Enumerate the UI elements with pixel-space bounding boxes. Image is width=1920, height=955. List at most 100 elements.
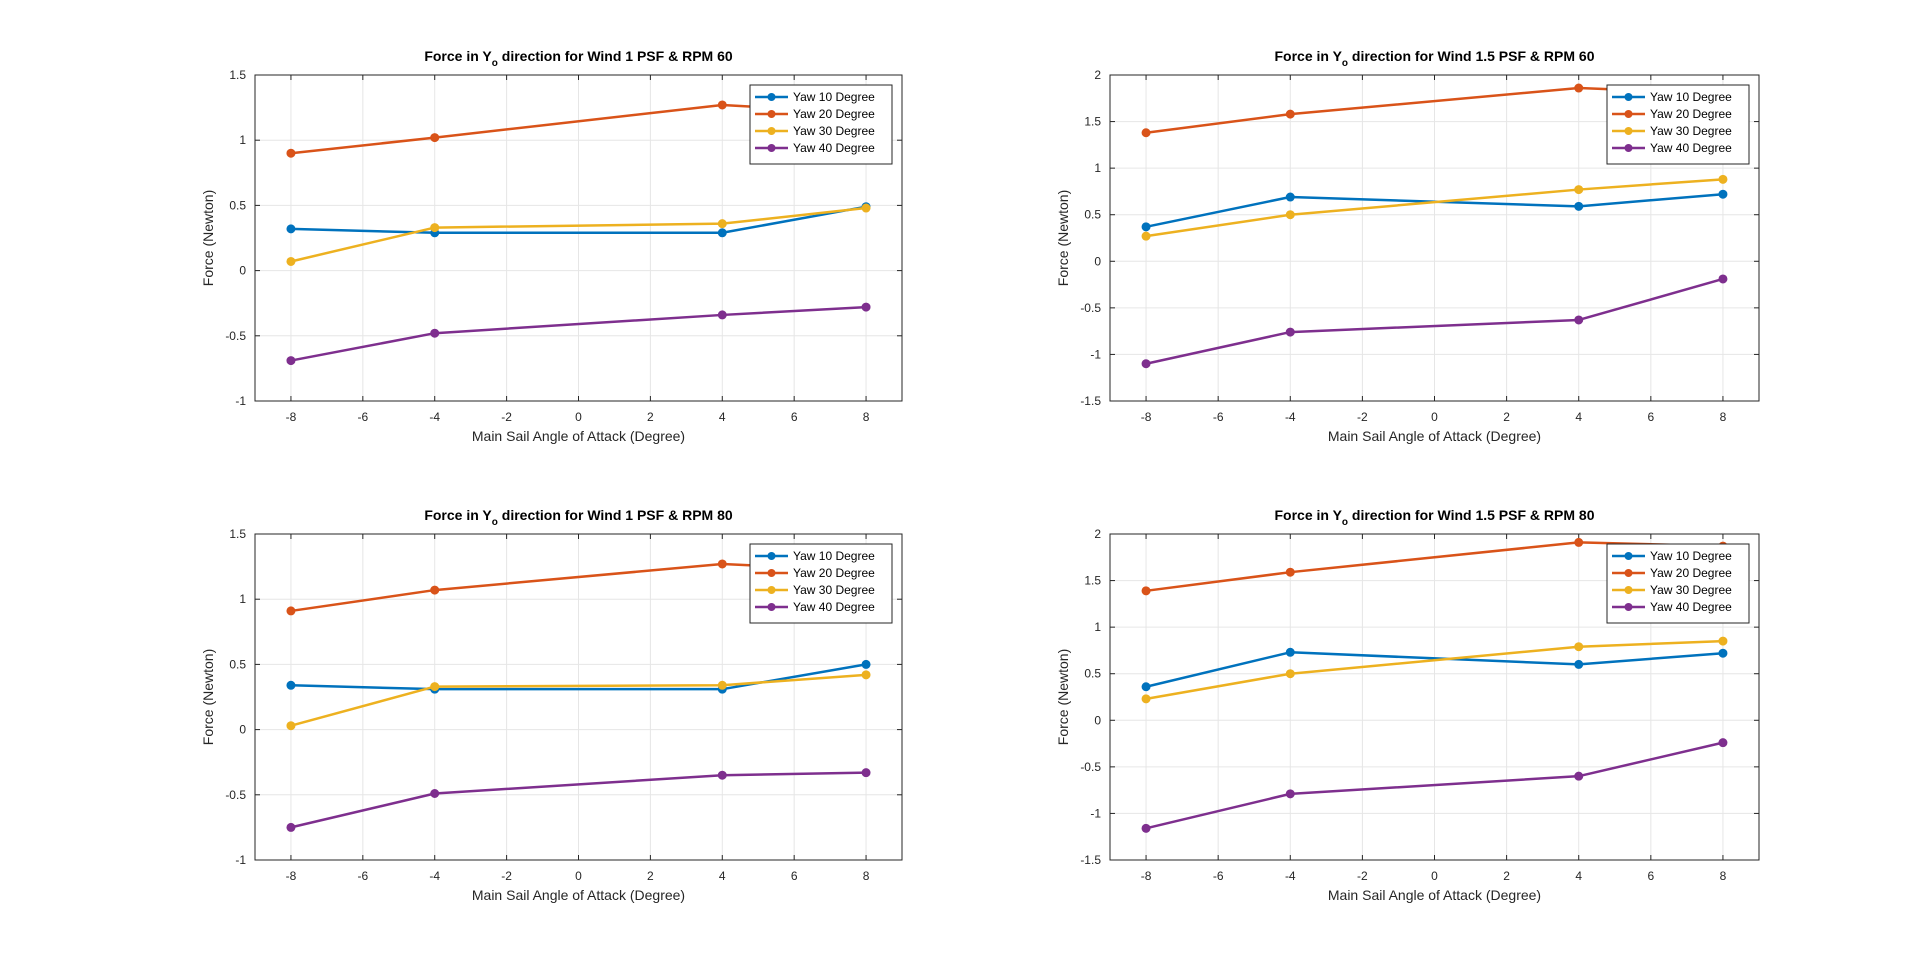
legend-entry: Yaw 10 Degree [1650, 90, 1732, 104]
y-tick-label: 2 [1094, 527, 1101, 541]
x-tick-label: -4 [429, 869, 440, 883]
series-line [290, 663, 867, 691]
y-tick-label: 0.5 [1084, 667, 1101, 681]
x-tick-label: -8 [286, 869, 297, 883]
legend-entry: Yaw 20 Degree [793, 566, 875, 580]
legend-entry: Yaw 30 Degree [1650, 583, 1732, 597]
data-point [861, 768, 871, 778]
data-point [1574, 185, 1584, 195]
y-tick-label: -1.5 [1080, 853, 1101, 867]
x-tick-label: -6 [357, 869, 368, 883]
y-tick-label: -1 [1090, 806, 1101, 820]
data-point [286, 822, 296, 832]
data-point [430, 223, 440, 233]
data-point [1285, 210, 1295, 220]
legend-swatch-marker [1624, 552, 1633, 560]
data-point [717, 228, 727, 238]
y-tick-label: -1.5 [1080, 394, 1101, 408]
series-3 [286, 203, 871, 266]
data-point [1718, 648, 1728, 658]
title-prefix: Force in Y [1274, 48, 1342, 64]
x-tick-label: -2 [501, 410, 512, 424]
legend-swatch-marker [767, 144, 776, 152]
data-point [1574, 201, 1584, 211]
x-tick-label: 0 [575, 869, 582, 883]
y-tick-label: -1 [1090, 347, 1101, 361]
title-prefix: Force in Y [424, 507, 492, 523]
series-line [1145, 178, 1724, 238]
x-tick-label: -6 [1213, 410, 1224, 424]
x-tick-label: 4 [719, 410, 726, 424]
legend-swatch-marker [1624, 110, 1633, 118]
legend-entry: Yaw 40 Degree [1650, 600, 1732, 614]
title-subscript: o [1342, 58, 1348, 69]
data-point [1718, 274, 1728, 284]
series-line [290, 206, 867, 263]
x-axis-label: Main Sail Angle of Attack (Degree) [1328, 887, 1541, 903]
data-point [1574, 642, 1584, 652]
data-point [286, 148, 296, 158]
title-subscript: o [1342, 517, 1348, 528]
data-point [286, 606, 296, 616]
legend-entry: Yaw 10 Degree [1650, 549, 1732, 563]
data-point [1285, 327, 1295, 337]
x-tick-label: -8 [1141, 410, 1152, 424]
y-tick-label: 1 [1094, 161, 1101, 175]
x-tick-label: -4 [1285, 869, 1296, 883]
y-tick-label: 1.5 [1084, 115, 1101, 129]
data-point [1718, 174, 1728, 184]
data-point [286, 721, 296, 731]
x-tick-label: -6 [1213, 869, 1224, 883]
data-point [861, 302, 871, 312]
y-tick-label: -0.5 [1080, 760, 1101, 774]
legend-swatch-marker [767, 93, 776, 101]
y-axis-label: Force (Newton) [200, 649, 216, 745]
data-point [1141, 128, 1151, 138]
data-point [1285, 567, 1295, 577]
x-tick-label: 0 [1431, 410, 1438, 424]
x-tick-label: 2 [1503, 410, 1510, 424]
data-point [1141, 231, 1151, 241]
y-tick-label: 0.5 [1084, 208, 1101, 222]
title-suffix: direction for Wind 1 PSF & RPM 80 [498, 507, 733, 523]
data-point [717, 770, 727, 780]
y-tick-label: 0 [1094, 713, 1101, 727]
legend-swatch-marker [767, 552, 776, 560]
series-line [290, 205, 867, 235]
y-tick-label: 1 [239, 592, 246, 606]
x-tick-label: 6 [1647, 410, 1654, 424]
series-1 [1141, 647, 1728, 692]
data-point [430, 585, 440, 595]
data-point [717, 559, 727, 569]
y-tick-label: -1 [235, 394, 246, 408]
y-axis-label: Force (Newton) [200, 190, 216, 286]
x-tick-label: 6 [791, 410, 798, 424]
legend-entry: Yaw 20 Degree [793, 107, 875, 121]
legend-swatch-marker [767, 603, 776, 611]
legend-entry: Yaw 10 Degree [793, 549, 875, 563]
data-point [430, 682, 440, 692]
x-tick-label: -8 [286, 410, 297, 424]
data-point [1574, 537, 1584, 547]
data-point [1574, 659, 1584, 669]
y-tick-label: 1.5 [1084, 574, 1101, 588]
x-tick-label: 4 [1575, 410, 1582, 424]
y-tick-label: 0 [239, 723, 246, 737]
data-point [286, 256, 296, 266]
data-point [430, 788, 440, 798]
chart-title: Force in Yo direction for Wind 1.5 PSF &… [1274, 48, 1594, 69]
chart-title: Force in Yo direction for Wind 1 PSF & R… [424, 507, 733, 528]
data-point [1141, 586, 1151, 596]
title-suffix: direction for Wind 1.5 PSF & RPM 80 [1348, 507, 1595, 523]
y-tick-label: -0.5 [1080, 301, 1101, 315]
legend-entry: Yaw 10 Degree [793, 90, 875, 104]
legend: Yaw 10 Degree Yaw 20 Degree Yaw 30 Degree Y… [1606, 84, 1750, 165]
y-tick-label: 1.5 [229, 68, 246, 82]
x-axis-label: Main Sail Angle of Attack (Degree) [472, 428, 685, 444]
y-tick-label: 2 [1094, 68, 1101, 82]
legend-swatch-marker [767, 110, 776, 118]
subplot-4: -8 -6 -4 -2 0 2 4 6 8 -1.5 -1 -0.5 0 0.5 1 1.5 2 Main Sai… [1055, 507, 1760, 903]
series-line [290, 673, 867, 727]
title-suffix: direction for Wind 1.5 PSF & RPM 60 [1348, 48, 1595, 64]
